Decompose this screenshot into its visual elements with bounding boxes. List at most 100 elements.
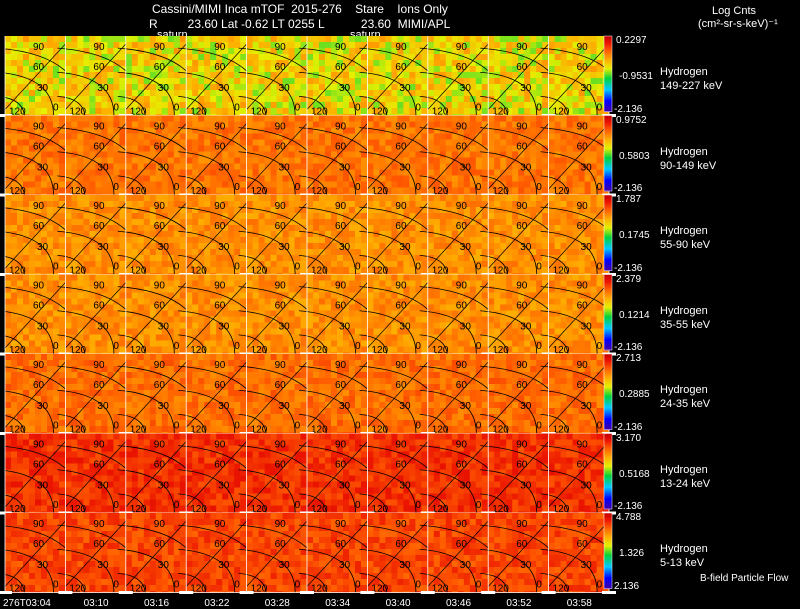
contour-label: 30 [460,560,472,571]
contour-label: 90 [33,440,45,451]
contour-label: 60 [516,221,528,232]
contour-label: 30 [339,481,351,492]
contour-label: 90 [154,281,166,292]
contour-label: 90 [33,201,45,212]
contour-label: 0 [355,262,361,273]
energy-label: 13-24 keV [660,478,710,491]
contour-label: 90 [93,122,105,133]
contour-label: 60 [214,221,226,232]
contour-label: 60 [335,142,347,153]
contour-label: 60 [33,221,45,232]
contour-label: 0 [476,341,482,352]
contour-label: 90 [93,42,105,53]
contour-label: 60 [214,62,226,73]
contour-label: 0 [113,341,119,352]
contour-label: 60 [154,221,166,232]
contour-label: 60 [275,301,287,312]
contour-label: 90 [335,42,347,53]
contour-label: 30 [399,242,411,253]
contour-label: 90 [154,440,166,451]
contour-label: 60 [456,301,468,312]
contour-label: 90 [275,281,287,292]
contour-label: 0 [476,500,482,511]
contour-label: 60 [395,460,407,471]
contour-label: 0 [113,182,119,193]
contour-label: 0 [113,580,119,591]
contour-label: 0 [536,182,542,193]
contour-label: 90 [395,360,407,371]
contour-label: 0 [174,182,180,193]
contour-label: 90 [335,201,347,212]
contour-label: 90 [214,440,226,451]
contour-label: 30 [37,481,49,492]
contour-label: 90 [154,42,166,53]
contour-label: 60 [275,460,287,471]
contour-label: 90 [395,122,407,133]
contour-label: 0 [355,341,361,352]
colorbar-min: -2.136 [614,263,642,274]
species-label: Hydrogen [660,305,708,318]
contour-label: 60 [33,460,45,471]
contour-label: 0 [415,580,421,591]
contour-label: 0 [597,262,603,273]
contour-label: 60 [275,62,287,73]
contour-label: 60 [275,380,287,391]
contour-label: 60 [33,380,45,391]
contour-label: 30 [158,401,170,412]
contour-label: 30 [158,242,170,253]
contour-label: 0 [174,103,180,114]
contour-label: 90 [456,360,468,371]
contour-label: 0 [295,103,301,114]
contour-label: 60 [395,301,407,312]
contour-label: 30 [339,560,351,571]
contour-label: 30 [339,163,351,174]
contour-label: 0 [415,421,421,432]
energy-label: 90-149 keV [660,160,716,173]
contour-label: 90 [456,42,468,53]
contour-label: 0 [597,580,603,591]
contour-label: 90 [93,201,105,212]
contour-label: 90 [275,122,287,133]
contour-label: 0 [174,262,180,273]
contour-label: 90 [335,281,347,292]
colorbar-min: -2.136 [614,183,642,194]
contour-label: 0 [234,580,240,591]
colorbar-mid: 1.326 [619,548,644,559]
contour-label: 60 [456,142,468,153]
contour-label: 0 [295,500,301,511]
contour-label: 30 [581,163,593,174]
contour-label: 0 [476,421,482,432]
contour-label: 30 [520,560,532,571]
contour-label: 30 [339,322,351,333]
contour-label: 0 [415,182,421,193]
contour-label: 30 [37,163,49,174]
contour-label: 30 [279,83,291,94]
contour-label: 90 [395,201,407,212]
contour-label: 90 [154,201,166,212]
contour-label: 90 [33,42,45,53]
contour-label: 30 [581,322,593,333]
contour-label: 0 [234,500,240,511]
contour-label: 90 [395,281,407,292]
contour-label: 90 [335,360,347,371]
contour-label: 90 [516,42,528,53]
contour-label: 60 [516,460,528,471]
contour-label: 60 [93,62,105,73]
contour-label: 60 [335,62,347,73]
contour-label: 60 [275,221,287,232]
contour-label: 90 [577,201,589,212]
contour-label: 0 [536,580,542,591]
species-label: Hydrogen [660,543,708,556]
energy-label: 55-90 keV [660,239,710,252]
contour-label: 30 [97,401,109,412]
contour-label: 60 [577,221,589,232]
contour-label: 60 [516,539,528,550]
contour-label: 0 [234,421,240,432]
contour-label: 0 [355,103,361,114]
contour-label: 0 [295,341,301,352]
time-tick-label: 03:28 [265,598,290,609]
contour-label: 30 [460,401,472,412]
contour-label: 60 [577,380,589,391]
contour-label: 60 [214,539,226,550]
time-tick-label: 276T03:04 [3,598,51,609]
